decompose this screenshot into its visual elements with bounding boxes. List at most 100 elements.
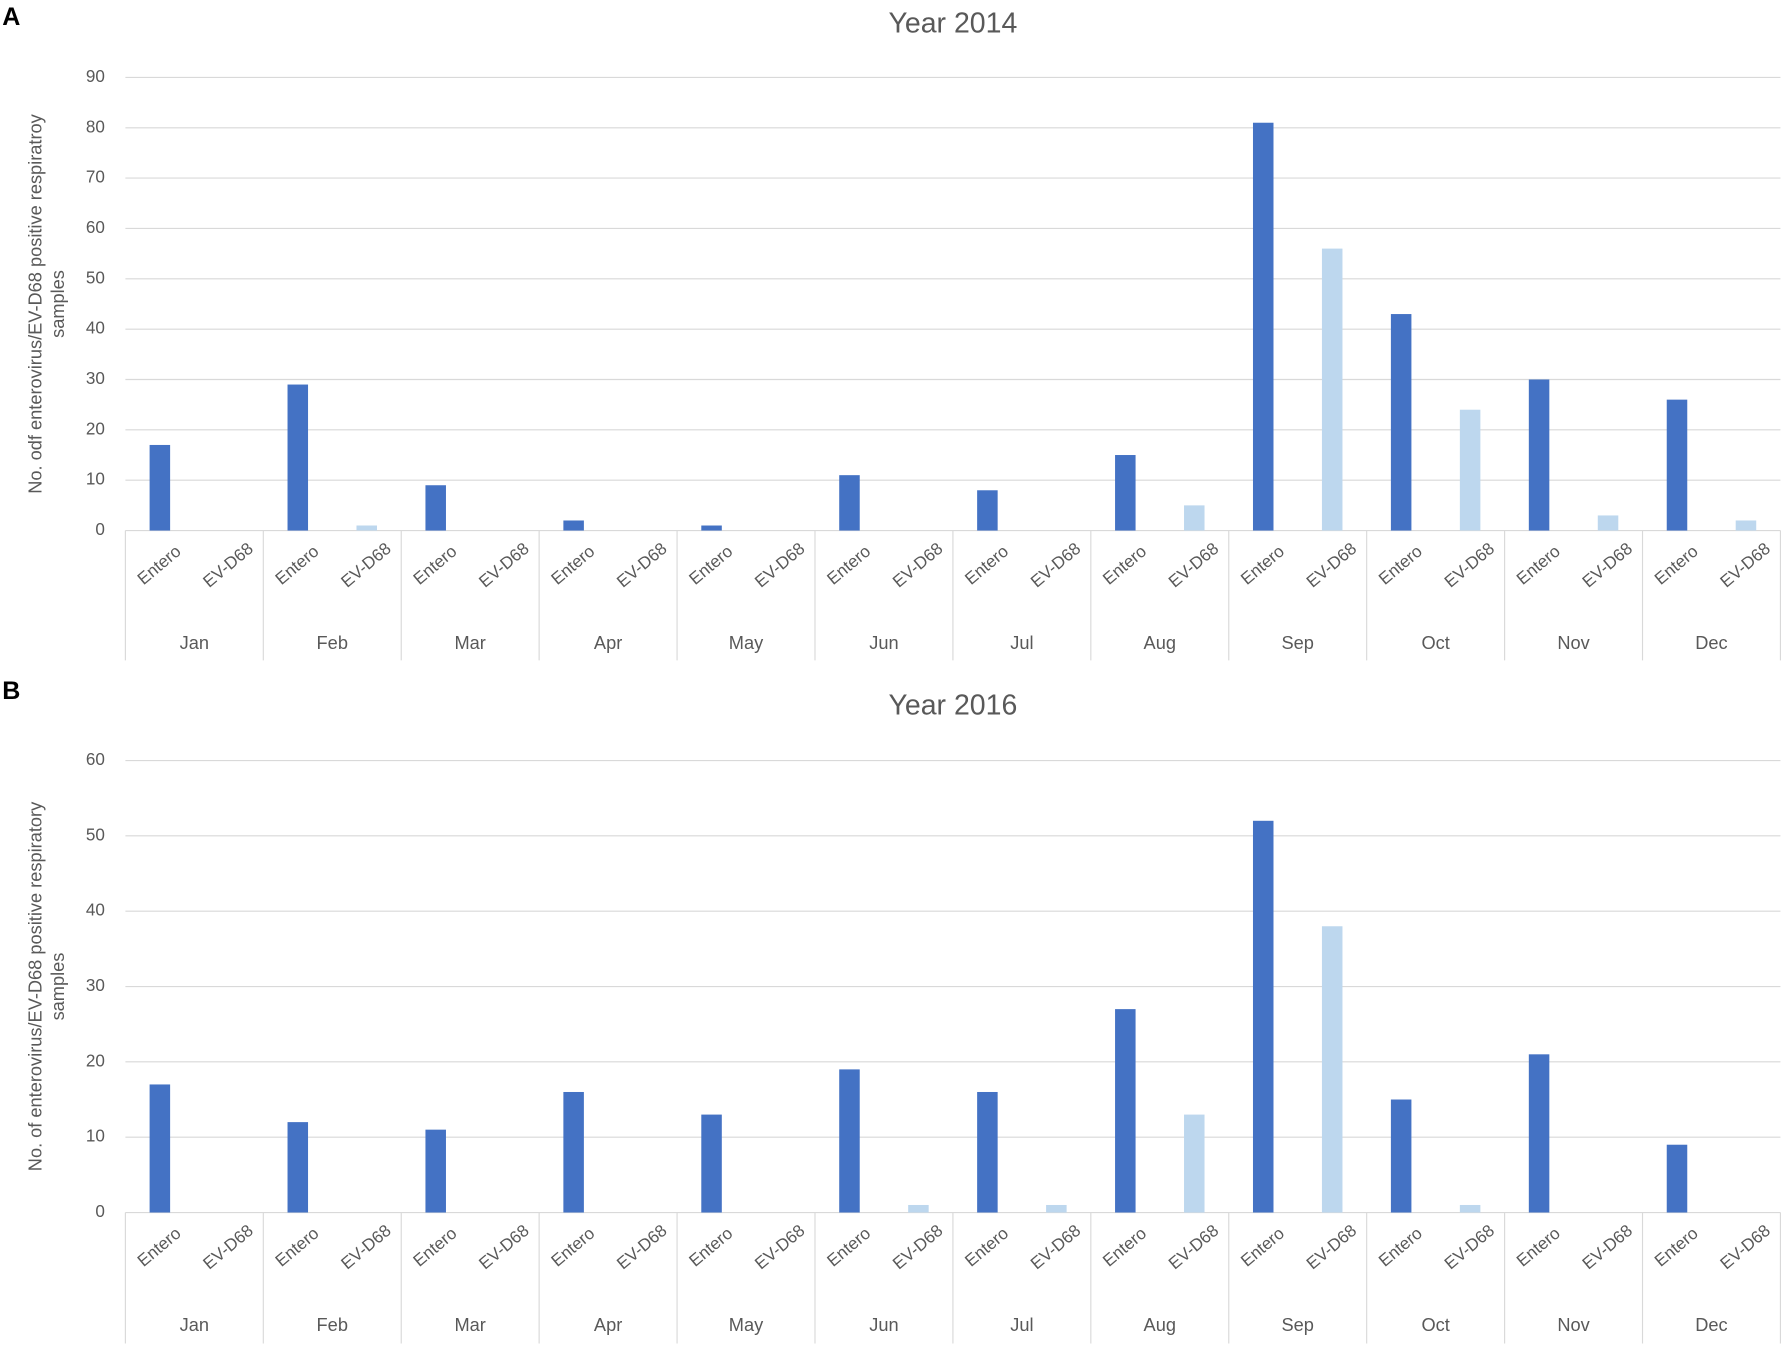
sub-category-label: Entero xyxy=(410,542,461,589)
bar xyxy=(1184,1114,1205,1213)
month-label: Feb xyxy=(317,633,348,653)
month-label: Dec xyxy=(1695,633,1727,653)
bar xyxy=(1321,248,1343,531)
month-label: Jan xyxy=(180,633,209,653)
bar xyxy=(563,520,584,531)
bar xyxy=(1528,1054,1550,1213)
bar xyxy=(1666,399,1688,531)
y-tick-label: 60 xyxy=(86,750,105,769)
month-label: Jun xyxy=(869,633,898,653)
bar xyxy=(839,475,860,531)
bar xyxy=(287,1122,309,1213)
y-tick-label: 80 xyxy=(86,117,105,136)
y-tick-label: 0 xyxy=(95,1202,105,1221)
sub-category-label: Entero xyxy=(1099,542,1150,589)
sub-category-label: EV-D68 xyxy=(1717,1221,1774,1273)
sub-category-label: Entero xyxy=(134,542,185,589)
month-label: Aug xyxy=(1144,633,1176,653)
y-tick-label: 40 xyxy=(86,901,105,920)
sub-category-label: EV-D68 xyxy=(1441,539,1498,591)
sub-category-label: Entero xyxy=(823,1224,874,1271)
y-tick-label: 40 xyxy=(86,319,105,338)
sub-category-label: EV-D68 xyxy=(475,1221,532,1273)
month-label: Aug xyxy=(1144,1315,1176,1335)
bar xyxy=(1666,1144,1688,1213)
bar xyxy=(977,490,998,531)
month-label: Apr xyxy=(594,1315,622,1335)
panel-label: B xyxy=(2,677,20,705)
month-label: Sep xyxy=(1281,1315,1313,1335)
month-label: Feb xyxy=(317,1315,348,1335)
bar xyxy=(1459,409,1481,531)
y-axis-label: samples xyxy=(48,270,68,338)
sub-category-label: EV-D68 xyxy=(613,539,670,591)
sub-category-label: EV-D68 xyxy=(337,1221,394,1273)
bar xyxy=(977,1091,998,1213)
bar xyxy=(1528,379,1550,531)
sub-category-label: Entero xyxy=(1651,1224,1702,1271)
sub-category-label: EV-D68 xyxy=(1441,1221,1498,1273)
month-label: Jun xyxy=(869,1315,898,1335)
sub-category-label: Entero xyxy=(134,1224,185,1271)
bar xyxy=(1459,1204,1481,1213)
sub-category-label: Entero xyxy=(410,1224,461,1271)
bar xyxy=(1390,314,1412,531)
sub-category-label: Entero xyxy=(272,1224,323,1271)
sub-category-label: EV-D68 xyxy=(751,539,808,591)
sub-category-label: Entero xyxy=(823,542,874,589)
bar xyxy=(701,525,722,531)
y-tick-label: 10 xyxy=(86,470,105,489)
y-tick-label: 20 xyxy=(86,419,105,438)
chart-title: Year 2016 xyxy=(888,690,1017,722)
bar xyxy=(425,1129,446,1213)
chart-title: Year 2014 xyxy=(888,8,1017,40)
month-label: Jul xyxy=(1010,633,1033,653)
y-tick-label: 90 xyxy=(86,67,105,86)
sub-category-label: EV-D68 xyxy=(889,1221,946,1273)
sub-category-label: Entero xyxy=(1375,542,1426,589)
sub-category-label: EV-D68 xyxy=(200,539,257,591)
sub-category-label: EV-D68 xyxy=(1717,539,1774,591)
month-label: Jul xyxy=(1010,1315,1033,1335)
month-label: Dec xyxy=(1695,1315,1727,1335)
sub-category-label: Entero xyxy=(548,1224,599,1271)
y-tick-label: 10 xyxy=(86,1127,105,1146)
month-label: May xyxy=(729,1315,764,1335)
sub-category-label: Entero xyxy=(1099,1224,1150,1271)
sub-category-label: Entero xyxy=(686,542,737,589)
month-label: May xyxy=(729,633,764,653)
bar xyxy=(1597,515,1619,531)
sub-category-label: EV-D68 xyxy=(1027,1221,1084,1273)
y-tick-label: 0 xyxy=(95,520,105,539)
month-label: Apr xyxy=(594,633,622,653)
month-label: Oct xyxy=(1421,1315,1449,1335)
sub-category-label: EV-D68 xyxy=(889,539,946,591)
sub-category-label: Entero xyxy=(1237,542,1288,589)
sub-category-label: EV-D68 xyxy=(1165,1221,1222,1273)
sub-category-label: Entero xyxy=(1375,1224,1426,1271)
panel-label: A xyxy=(2,3,20,31)
y-axis-label: samples xyxy=(48,953,68,1021)
y-axis-label: No. odf enterovirus/EV-D68 positive resp… xyxy=(25,113,45,493)
sub-category-label: Entero xyxy=(272,542,323,589)
month-label: Oct xyxy=(1421,633,1449,653)
month-label: Jan xyxy=(180,1315,209,1335)
bar xyxy=(356,525,378,531)
bar xyxy=(149,444,171,531)
sub-category-label: Entero xyxy=(686,1224,737,1271)
sub-category-label: Entero xyxy=(961,1224,1012,1271)
bar xyxy=(425,485,446,531)
bar xyxy=(563,1091,584,1213)
y-tick-label: 30 xyxy=(86,976,105,995)
bar xyxy=(1252,122,1274,531)
sub-category-label: EV-D68 xyxy=(200,1221,257,1273)
y-tick-label: 50 xyxy=(86,825,105,844)
bar xyxy=(908,1204,929,1213)
month-label: Sep xyxy=(1281,633,1313,653)
sub-category-label: Entero xyxy=(1513,1224,1564,1271)
sub-category-label: EV-D68 xyxy=(751,1221,808,1273)
bar xyxy=(839,1069,860,1213)
sub-category-label: EV-D68 xyxy=(1027,539,1084,591)
sub-category-label: EV-D68 xyxy=(1579,1221,1636,1273)
